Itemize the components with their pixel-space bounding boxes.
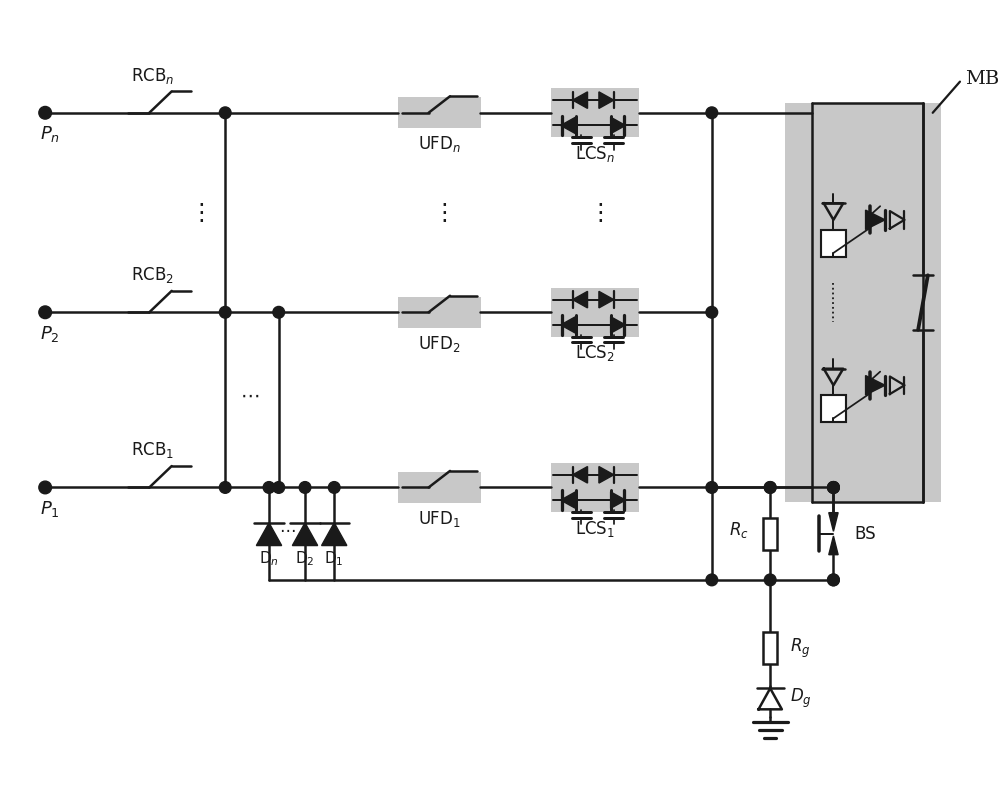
Circle shape xyxy=(828,482,839,493)
Bar xyxy=(821,230,846,257)
Circle shape xyxy=(273,307,285,318)
Bar xyxy=(398,297,481,328)
Polygon shape xyxy=(611,117,625,134)
Text: MB: MB xyxy=(965,70,999,88)
Text: $R_g$: $R_g$ xyxy=(790,637,810,660)
Bar xyxy=(763,632,777,664)
Text: $\mathrm{RCB}_{1}$: $\mathrm{RCB}_{1}$ xyxy=(131,440,174,461)
Circle shape xyxy=(328,482,340,493)
Text: $\vdots$: $\vdots$ xyxy=(189,201,204,224)
Polygon shape xyxy=(599,467,614,483)
Text: $\vdots$: $\vdots$ xyxy=(432,201,447,224)
Text: LCS$_{1}$: LCS$_{1}$ xyxy=(575,518,615,539)
Circle shape xyxy=(263,482,275,493)
Circle shape xyxy=(39,306,52,318)
Circle shape xyxy=(764,482,776,493)
Circle shape xyxy=(39,107,52,119)
Bar xyxy=(763,517,777,550)
Text: LCS$_{2}$: LCS$_{2}$ xyxy=(575,344,615,363)
Polygon shape xyxy=(599,92,614,108)
Circle shape xyxy=(39,481,52,494)
Polygon shape xyxy=(829,536,838,555)
Text: $R_c$: $R_c$ xyxy=(729,520,749,540)
Text: UFD$_{n}$: UFD$_{n}$ xyxy=(418,134,461,154)
Bar xyxy=(551,288,639,337)
Circle shape xyxy=(706,482,718,493)
Text: UFD$_{2}$: UFD$_{2}$ xyxy=(418,333,461,354)
Text: $\mathrm{RCB}_{n}$: $\mathrm{RCB}_{n}$ xyxy=(131,66,174,85)
Polygon shape xyxy=(292,523,318,546)
Circle shape xyxy=(828,574,839,585)
Polygon shape xyxy=(561,492,576,509)
Text: $\mathrm{RCB}_{2}$: $\mathrm{RCB}_{2}$ xyxy=(131,265,174,285)
Polygon shape xyxy=(322,523,347,546)
Polygon shape xyxy=(866,375,885,395)
Polygon shape xyxy=(573,92,588,108)
Text: D$_{2}$: D$_{2}$ xyxy=(295,549,315,568)
Bar xyxy=(821,395,846,422)
Polygon shape xyxy=(611,317,625,333)
Polygon shape xyxy=(561,317,576,333)
Text: $D_g$: $D_g$ xyxy=(790,687,811,710)
Circle shape xyxy=(273,482,285,493)
Circle shape xyxy=(219,482,231,493)
Text: D$_{n}$: D$_{n}$ xyxy=(259,549,279,568)
Polygon shape xyxy=(573,467,588,483)
Polygon shape xyxy=(611,492,625,509)
Text: $\cdots$: $\cdots$ xyxy=(240,386,259,404)
Circle shape xyxy=(706,307,718,318)
Circle shape xyxy=(764,482,776,493)
Text: BS: BS xyxy=(855,525,876,543)
Circle shape xyxy=(706,574,718,585)
Polygon shape xyxy=(866,210,885,230)
Bar xyxy=(398,472,481,503)
Circle shape xyxy=(828,482,839,493)
Polygon shape xyxy=(561,117,576,134)
Circle shape xyxy=(219,307,231,318)
Bar xyxy=(785,103,941,502)
Text: D$_{1}$: D$_{1}$ xyxy=(324,549,344,568)
Text: UFD$_{1}$: UFD$_{1}$ xyxy=(418,509,461,529)
Bar xyxy=(398,97,481,128)
Circle shape xyxy=(219,107,231,118)
Circle shape xyxy=(828,574,839,585)
Text: LCS$_{n}$: LCS$_{n}$ xyxy=(575,144,615,164)
Bar xyxy=(551,463,639,512)
Polygon shape xyxy=(573,292,588,308)
Text: $P_{n}$: $P_{n}$ xyxy=(40,125,60,145)
Circle shape xyxy=(706,107,718,118)
Text: $P_{2}$: $P_{2}$ xyxy=(40,324,60,344)
Text: $\vdots$: $\vdots$ xyxy=(588,201,603,224)
Circle shape xyxy=(299,482,311,493)
Circle shape xyxy=(828,482,839,493)
Text: $P_{1}$: $P_{1}$ xyxy=(40,499,60,519)
Circle shape xyxy=(764,574,776,585)
Text: $\cdots$: $\cdots$ xyxy=(279,521,295,538)
Polygon shape xyxy=(829,513,838,532)
Polygon shape xyxy=(256,523,282,546)
Bar xyxy=(551,88,639,137)
Polygon shape xyxy=(599,292,614,308)
